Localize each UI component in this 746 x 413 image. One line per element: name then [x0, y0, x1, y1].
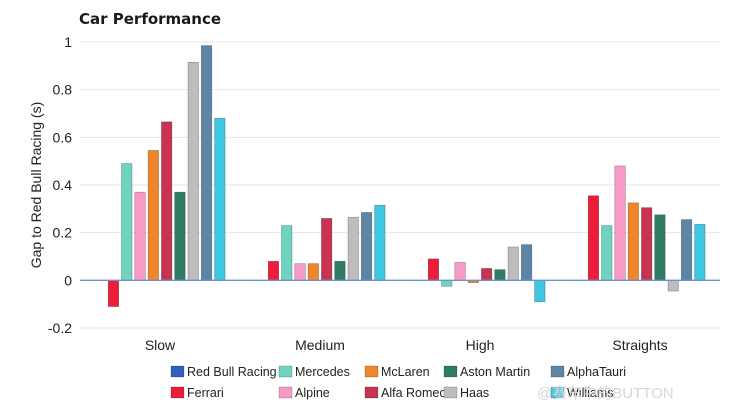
y-axis-label: Gap to Red Bull Racing (s): [28, 102, 44, 269]
legend-swatch: [550, 386, 565, 399]
y-axis-ticks: -0.2 0 0.2 0.4 0.6 0.8 1: [48, 34, 72, 336]
bar: [667, 280, 679, 292]
bar: [427, 258, 440, 281]
bar: [161, 121, 173, 281]
bar: [267, 260, 280, 281]
bar: [374, 204, 386, 281]
bar: [520, 244, 533, 281]
bar: [174, 191, 186, 281]
legend-swatch: [364, 386, 379, 399]
bar: [107, 280, 119, 307]
bar: [214, 117, 226, 281]
bar: [654, 214, 666, 281]
x-tick-label: Medium: [295, 337, 345, 353]
watermark: @赛车中的BUTTON: [537, 385, 674, 402]
y-tick-label: 0.8: [53, 82, 73, 98]
y-tick-label: 0.2: [53, 225, 73, 241]
bar: [694, 224, 706, 281]
grid-lines: [80, 41, 720, 329]
bar: [481, 268, 493, 281]
bar: [201, 45, 213, 281]
legend-label: Alfa Romeo: [381, 386, 446, 400]
bar: [614, 165, 626, 281]
legend-swatch: [443, 386, 458, 399]
bar: [494, 269, 506, 281]
bar: [627, 202, 639, 281]
legend-swatch: [443, 365, 458, 378]
bar: [534, 280, 546, 303]
legend-label: Ferrari: [187, 386, 224, 400]
bars: [107, 45, 706, 307]
legend-label: AlphaTauri: [567, 365, 626, 379]
bar: [121, 163, 133, 281]
bar: [587, 195, 600, 281]
x-tick-label: High: [466, 337, 495, 353]
bar: [187, 61, 199, 281]
bar: [441, 280, 453, 287]
bar: [321, 218, 333, 281]
y-tick-label: 1: [64, 34, 72, 50]
bar: [281, 225, 293, 281]
legend-label: Red Bull Racing: [187, 365, 277, 379]
y-tick-label: -0.2: [48, 320, 72, 336]
legend-swatch: [170, 386, 185, 399]
legend-swatch: [278, 386, 293, 399]
bar: [507, 246, 519, 281]
legend-label: Williams: [567, 386, 614, 400]
legend-swatch: [364, 365, 379, 378]
legend-swatch: [278, 365, 293, 378]
bar: [641, 207, 653, 281]
bar: [454, 262, 466, 281]
bar: [680, 219, 693, 281]
legend-label: McLaren: [381, 365, 430, 379]
legend-label: Aston Martin: [460, 365, 530, 379]
legend-label: Haas: [460, 386, 489, 400]
bar: [294, 263, 306, 281]
y-tick-label: 0.6: [53, 129, 73, 145]
bar: [347, 216, 359, 281]
legend-label: Mercedes: [295, 365, 350, 379]
x-tick-label: Slow: [145, 337, 176, 353]
bar: [147, 150, 159, 281]
x-axis-ticks: Slow Medium High Straights: [145, 337, 668, 353]
bar: [134, 191, 146, 281]
bar: [307, 263, 319, 281]
legend-label: Alpine: [295, 386, 330, 400]
bar: [360, 212, 373, 281]
bar: [601, 225, 613, 281]
legend-swatch: [170, 365, 185, 378]
chart-title: Car Performance: [79, 10, 221, 28]
bar: [334, 260, 346, 281]
legend-swatch: [550, 365, 565, 378]
y-tick-label: 0.4: [53, 177, 73, 193]
y-tick-label: 0: [64, 272, 72, 288]
legend: Red Bull Racing Mercedes McLaren Aston Mart…: [170, 365, 626, 400]
x-tick-label: Straights: [612, 337, 667, 353]
